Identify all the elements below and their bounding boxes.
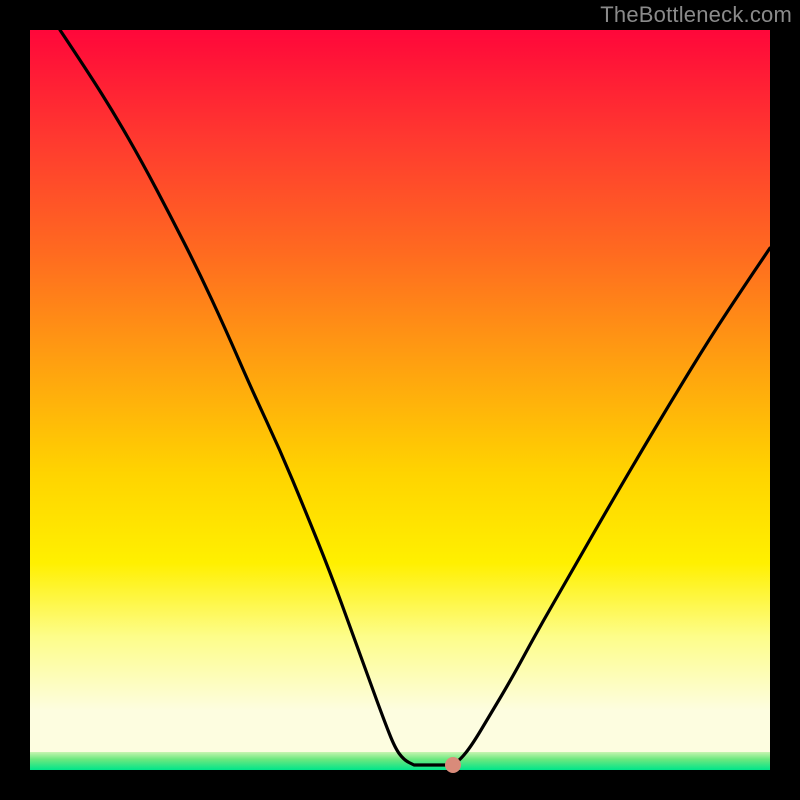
plot-background: [30, 30, 770, 770]
chart-container: { "watermark": "TheBottleneck.com", "cha…: [0, 0, 800, 800]
optimum-marker: [445, 757, 461, 773]
bottleneck-chart: [0, 0, 800, 800]
watermark-text: TheBottleneck.com: [600, 2, 792, 28]
